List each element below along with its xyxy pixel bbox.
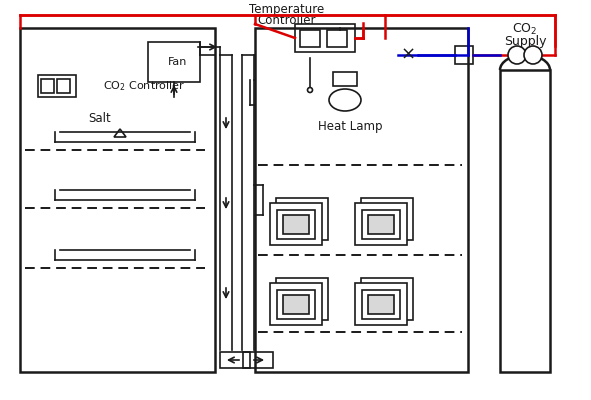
- Bar: [362, 290, 400, 319]
- Bar: [300, 30, 320, 47]
- Bar: [243, 352, 273, 368]
- Bar: [20, 28, 215, 372]
- Bar: [57, 79, 70, 93]
- Circle shape: [307, 88, 313, 92]
- Text: Supply: Supply: [504, 34, 546, 48]
- Bar: [333, 72, 357, 86]
- Bar: [276, 278, 328, 320]
- Bar: [255, 28, 468, 372]
- Bar: [148, 42, 200, 82]
- Text: Controller: Controller: [258, 14, 316, 26]
- Text: ×: ×: [401, 46, 415, 64]
- Bar: [295, 24, 355, 52]
- Bar: [355, 203, 407, 245]
- Circle shape: [524, 46, 542, 64]
- Bar: [368, 295, 394, 314]
- Text: Heat Lamp: Heat Lamp: [318, 120, 382, 133]
- Bar: [283, 215, 309, 234]
- Bar: [38, 75, 76, 97]
- Bar: [283, 295, 309, 314]
- Bar: [270, 203, 322, 245]
- Circle shape: [508, 46, 526, 64]
- Bar: [368, 215, 394, 234]
- Bar: [500, 70, 550, 372]
- Bar: [327, 30, 347, 47]
- Bar: [277, 210, 315, 239]
- Text: Fan: Fan: [168, 57, 188, 67]
- Bar: [270, 283, 322, 325]
- Bar: [220, 352, 250, 368]
- Text: CO$_2$ Controller: CO$_2$ Controller: [103, 79, 186, 93]
- Bar: [362, 210, 400, 239]
- Bar: [276, 198, 328, 240]
- Bar: [361, 278, 413, 320]
- Text: Temperature: Temperature: [249, 4, 324, 16]
- Text: Salt: Salt: [89, 112, 111, 124]
- Bar: [41, 79, 54, 93]
- Bar: [455, 46, 473, 64]
- Text: CO$_2$: CO$_2$: [512, 22, 538, 36]
- Ellipse shape: [329, 89, 361, 111]
- Bar: [277, 290, 315, 319]
- Bar: [361, 198, 413, 240]
- Bar: [355, 283, 407, 325]
